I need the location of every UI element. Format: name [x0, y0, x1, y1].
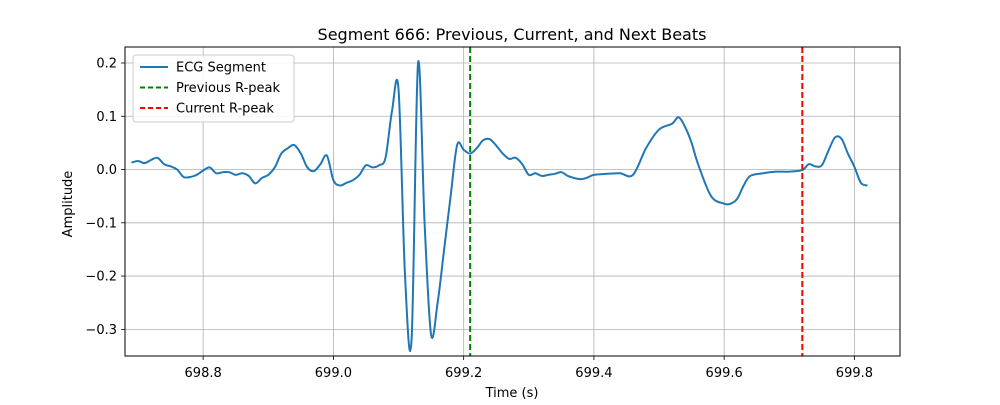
chart-title: Segment 666: Previous, Current, and Next… — [318, 25, 707, 44]
y-tick-label: 0.2 — [96, 56, 117, 71]
y-tick-label: −0.1 — [85, 216, 117, 231]
x-tick-label: 698.8 — [185, 366, 222, 381]
x-tick-label: 699.8 — [836, 366, 873, 381]
y-tick-label: −0.3 — [85, 323, 117, 338]
legend: ECG Segment Previous R-peak Current R-pe… — [132, 54, 295, 123]
plot-frame — [124, 46, 901, 357]
ecg-segment-line — [131, 60, 868, 352]
legend-label-previous-r-peak: Previous R-peak — [176, 81, 280, 96]
x-tick-label: 699.4 — [575, 366, 612, 381]
y-axis-label: Amplitude — [61, 171, 76, 238]
x-tick-label: 699.2 — [445, 366, 482, 381]
series-layer — [131, 47, 868, 356]
x-axis-label: Time (s) — [485, 386, 539, 400]
x-tick-label: 699.0 — [315, 366, 352, 381]
axis-ticks: 698.8 699.0 699.2 699.4 699.6 699.8 0.2 0.1 0.0 −… — [85, 56, 873, 381]
legend-label-current-r-peak: Current R-peak — [176, 102, 274, 117]
legend-label-ecg: ECG Segment — [176, 61, 266, 76]
y-tick-label: 0.1 — [96, 110, 117, 125]
y-tick-label: −0.2 — [85, 270, 117, 285]
x-tick-label: 699.6 — [706, 366, 743, 381]
y-tick-label: 0.0 — [96, 163, 117, 178]
legend-box — [132, 54, 295, 123]
